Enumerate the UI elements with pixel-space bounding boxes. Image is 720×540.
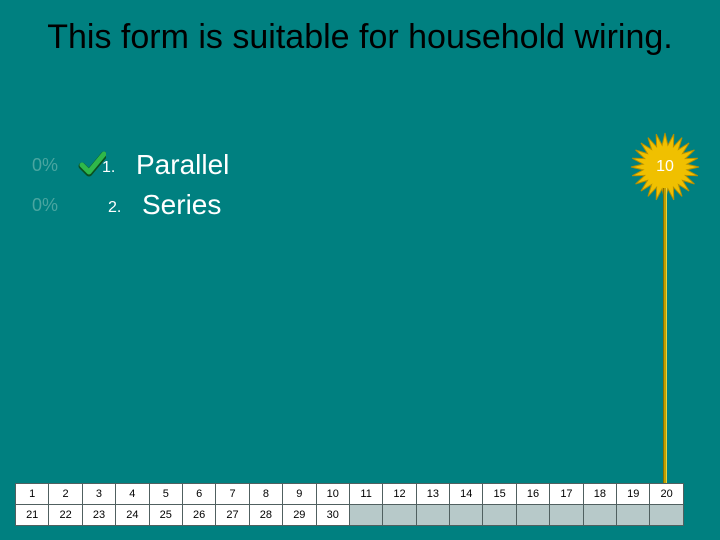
grid-cell: 1 bbox=[15, 483, 49, 505]
grid-cell bbox=[649, 504, 683, 526]
grid-cell: 24 bbox=[115, 504, 149, 526]
grid-cell: 23 bbox=[82, 504, 116, 526]
grid-cell bbox=[516, 504, 550, 526]
countdown-stick bbox=[663, 188, 667, 486]
grid-cell bbox=[549, 504, 583, 526]
grid-cell: 18 bbox=[583, 483, 617, 505]
grid-cell bbox=[349, 504, 383, 526]
checkmark-icon bbox=[78, 151, 106, 179]
grid-cell: 2 bbox=[48, 483, 82, 505]
grid-cell: 5 bbox=[149, 483, 183, 505]
grid-cell: 27 bbox=[215, 504, 249, 526]
grid-cell: 11 bbox=[349, 483, 383, 505]
grid-cell: 22 bbox=[48, 504, 82, 526]
answer-text: Parallel bbox=[130, 149, 229, 181]
grid-cell: 14 bbox=[449, 483, 483, 505]
grid-cell: 6 bbox=[182, 483, 216, 505]
answer-text: Series bbox=[136, 189, 221, 221]
grid-cell: 21 bbox=[15, 504, 49, 526]
grid-cell: 20 bbox=[649, 483, 683, 505]
grid-cell bbox=[616, 504, 650, 526]
grid-cell: 29 bbox=[282, 504, 316, 526]
grid-cell: 17 bbox=[549, 483, 583, 505]
countdown-badge: 10 bbox=[638, 140, 692, 194]
grid-cell: 15 bbox=[482, 483, 516, 505]
grid-cell: 7 bbox=[215, 483, 249, 505]
grid-cell: 16 bbox=[516, 483, 550, 505]
answer-number: 2. bbox=[108, 193, 136, 217]
countdown-value: 10 bbox=[638, 140, 692, 194]
answer-number: 1. bbox=[102, 153, 130, 177]
answer-percent: 0% bbox=[32, 195, 80, 216]
grid-row: 1234567891011121314151617181920 bbox=[16, 483, 704, 505]
grid-cell: 25 bbox=[149, 504, 183, 526]
grid-cell bbox=[482, 504, 516, 526]
grid-cell: 8 bbox=[249, 483, 283, 505]
answer-option[interactable]: 0% 1.Parallel bbox=[32, 145, 229, 185]
grid-cell bbox=[583, 504, 617, 526]
grid-cell: 9 bbox=[282, 483, 316, 505]
grid-cell: 10 bbox=[316, 483, 350, 505]
grid-cell: 12 bbox=[382, 483, 416, 505]
grid-cell: 4 bbox=[115, 483, 149, 505]
grid-cell: 3 bbox=[82, 483, 116, 505]
grid-row: 21222324252627282930 bbox=[16, 505, 704, 526]
participant-grid: 1234567891011121314151617181920212223242… bbox=[16, 483, 704, 526]
grid-cell bbox=[382, 504, 416, 526]
grid-cell bbox=[416, 504, 450, 526]
answer-list: 0% 1.Parallel 0% 2.Series bbox=[32, 145, 229, 225]
question-title: This form is suitable for household wiri… bbox=[0, 0, 720, 57]
grid-cell: 19 bbox=[616, 483, 650, 505]
grid-cell bbox=[449, 504, 483, 526]
answer-percent: 0% bbox=[32, 155, 80, 176]
grid-cell: 26 bbox=[182, 504, 216, 526]
grid-cell: 28 bbox=[249, 504, 283, 526]
answer-option[interactable]: 0% 2.Series bbox=[32, 185, 229, 225]
grid-cell: 30 bbox=[316, 504, 350, 526]
grid-cell: 13 bbox=[416, 483, 450, 505]
